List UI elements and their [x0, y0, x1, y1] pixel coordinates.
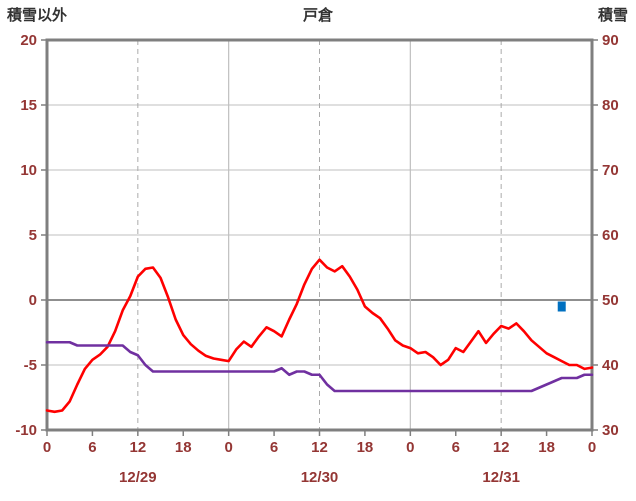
- hour-tick-label: 0: [588, 439, 596, 456]
- hour-tick-label: 12: [311, 439, 328, 456]
- left-axis-tick-label: -10: [15, 422, 37, 439]
- right-axis-tick-label: 60: [602, 227, 619, 244]
- hour-tick-label: 6: [452, 439, 460, 456]
- hour-tick-label: 18: [175, 439, 192, 456]
- right-axis-tick-label: 40: [602, 357, 619, 374]
- date-label: 12/30: [301, 469, 339, 486]
- right-axis-tick-label: 90: [602, 32, 619, 49]
- hour-tick-label: 0: [406, 439, 414, 456]
- hour-tick-label: 0: [43, 439, 51, 456]
- chart-title: 戸倉: [302, 7, 333, 24]
- left-axis-tick-label: 5: [29, 227, 37, 244]
- right-axis-tick-label: 80: [602, 97, 619, 114]
- right-axis-tick-label: 30: [602, 422, 619, 439]
- hour-tick-label: 6: [88, 439, 96, 456]
- hour-tick-label: 12: [129, 439, 146, 456]
- snow-point-marker: [557, 301, 566, 312]
- right-axis-tick-label: 70: [602, 162, 619, 179]
- date-label: 12/29: [119, 469, 157, 486]
- left-axis-tick-label: 0: [29, 292, 37, 309]
- hour-tick-label: 18: [538, 439, 555, 456]
- right-axis-tick-label: 50: [602, 292, 619, 309]
- left-axis-tick-label: -5: [24, 357, 37, 374]
- snow-depth-line: [45, 340, 594, 393]
- hour-tick-label: 0: [224, 439, 232, 456]
- hour-tick-label: 18: [357, 439, 374, 456]
- temperature-line: [45, 258, 594, 414]
- left-axis-title: 積雪以外: [7, 7, 68, 24]
- left-axis-tick-label: 20: [20, 32, 37, 49]
- right-axis-title: 積雪: [597, 7, 628, 24]
- hour-tick-label: 6: [270, 439, 278, 456]
- date-label: 12/31: [482, 469, 520, 486]
- left-axis-tick-label: 15: [20, 97, 37, 114]
- hour-tick-label: 12: [493, 439, 510, 456]
- left-axis-tick-label: 10: [20, 162, 37, 179]
